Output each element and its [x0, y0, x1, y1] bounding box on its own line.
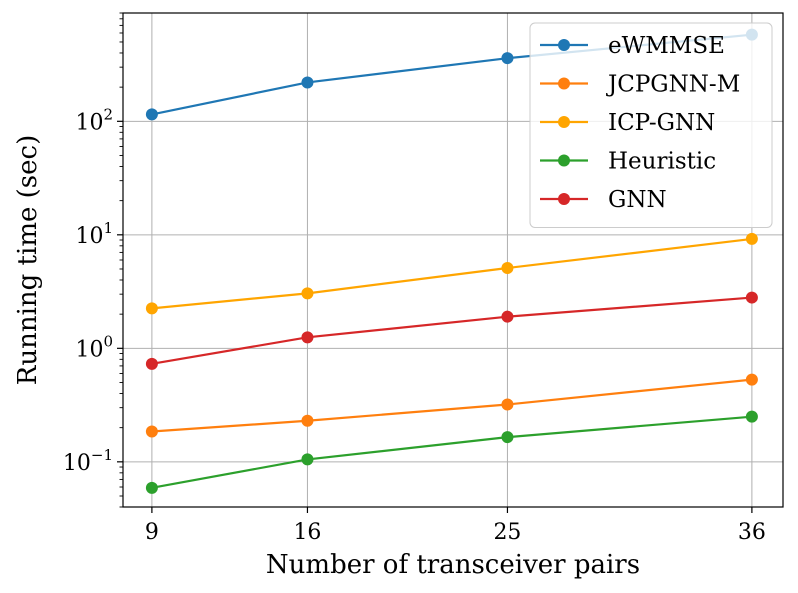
data-point-jcpgnn-m [501, 398, 514, 411]
legend-item-jcpgnn-m: JCPGNN-M [540, 72, 740, 98]
data-point-ewmmse [145, 108, 158, 121]
data-point-ewmmse [301, 76, 314, 89]
series-jcpgnn-m [145, 373, 758, 438]
data-point-icp-gnn [145, 302, 158, 315]
legend: eWMMSE JCPGNN-M ICP-GNN Heuristic GNN [529, 22, 773, 228]
x-tick-label: 36 [738, 520, 766, 545]
data-point-heuristic [501, 431, 514, 444]
y-tick-label: 102 [75, 105, 113, 135]
legend-label: eWMMSE [608, 33, 725, 59]
data-point-icp-gnn [501, 262, 514, 275]
legend-label: GNN [608, 187, 667, 213]
data-point-jcpgnn-m [745, 373, 758, 386]
series-line-icp-gnn [151, 237, 753, 310]
series-line-gnn [151, 296, 752, 365]
x-axis-label: Number of transceiver pairs [266, 550, 640, 580]
x-tick-label: 9 [145, 520, 159, 545]
data-point-heuristic [301, 453, 314, 466]
y-tick-label: 101 [75, 219, 113, 249]
x-tick-label: 16 [293, 520, 321, 545]
data-point-ewmmse [501, 52, 514, 65]
x-tick-label: 25 [493, 520, 521, 545]
y-tick-label: 100 [75, 332, 113, 362]
legend-label: ICP-GNN [608, 110, 715, 136]
data-point-gnn [501, 310, 514, 323]
series-line-heuristic [151, 415, 752, 489]
data-point-gnn [745, 291, 758, 304]
data-point-jcpgnn-m [301, 414, 314, 427]
series-heuristic [145, 410, 758, 494]
y-tick-label: 10−1 [63, 446, 113, 476]
legend-marker [558, 116, 570, 128]
legend-marker [558, 39, 570, 51]
legend-label: JCPGNN-M [606, 72, 740, 98]
legend-marker [558, 77, 570, 90]
legend-item-ewmmse: eWMMSE [540, 33, 725, 59]
y-axis-label: Running time (sec) [13, 135, 43, 385]
data-point-icp-gnn [301, 287, 314, 300]
axes: 9 16 25 36 10−1 100 101 102 [63, 12, 766, 545]
series-gnn [145, 291, 758, 370]
series-line-jcpgnn-m [151, 378, 753, 433]
legend-item-gnn: GNN [540, 187, 667, 213]
legend-box [529, 22, 773, 228]
data-point-gnn [145, 357, 158, 370]
series-layer [145, 28, 758, 494]
data-point-jcpgnn-m [145, 425, 158, 438]
legend-marker [558, 193, 570, 205]
data-point-icp-gnn [745, 232, 758, 245]
legend-item-icp-gnn: ICP-GNN [540, 110, 715, 136]
data-point-gnn [301, 331, 314, 344]
data-point-heuristic [145, 481, 158, 494]
legend-marker [558, 154, 570, 167]
legend-item-heuristic: Heuristic [540, 149, 716, 175]
legend-label: Heuristic [608, 149, 716, 175]
data-point-heuristic [745, 410, 758, 423]
series-icp-gnn [145, 232, 758, 315]
